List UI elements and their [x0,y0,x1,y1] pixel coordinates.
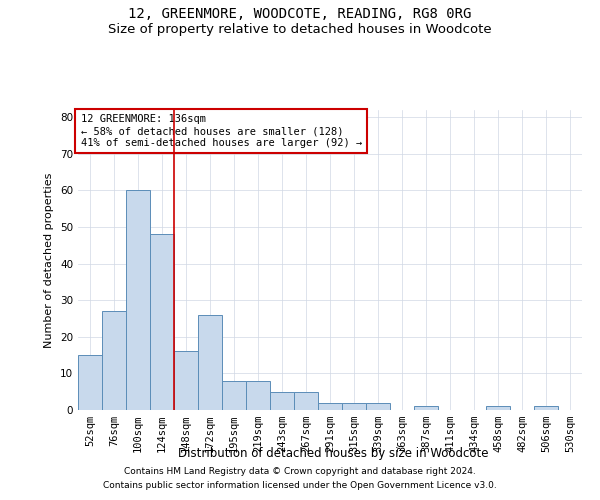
Bar [222,380,246,410]
Bar [174,352,198,410]
Text: Distribution of detached houses by size in Woodcote: Distribution of detached houses by size … [178,448,488,460]
Bar [102,311,126,410]
Text: 12, GREENMORE, WOODCOTE, READING, RG8 0RG: 12, GREENMORE, WOODCOTE, READING, RG8 0R… [128,8,472,22]
Bar [366,402,390,410]
Bar [270,392,294,410]
Bar [246,380,270,410]
Bar [318,402,342,410]
Bar [150,234,174,410]
Text: Contains public sector information licensed under the Open Government Licence v3: Contains public sector information licen… [103,481,497,490]
Bar [198,315,222,410]
Bar [126,190,150,410]
Y-axis label: Number of detached properties: Number of detached properties [44,172,55,348]
Bar [414,406,438,410]
Bar [486,406,510,410]
Bar [534,406,558,410]
Text: 12 GREENMORE: 136sqm
← 58% of detached houses are smaller (128)
41% of semi-deta: 12 GREENMORE: 136sqm ← 58% of detached h… [80,114,362,148]
Bar [294,392,318,410]
Bar [342,402,366,410]
Text: Contains HM Land Registry data © Crown copyright and database right 2024.: Contains HM Land Registry data © Crown c… [124,467,476,476]
Text: Size of property relative to detached houses in Woodcote: Size of property relative to detached ho… [108,22,492,36]
Bar [78,355,102,410]
